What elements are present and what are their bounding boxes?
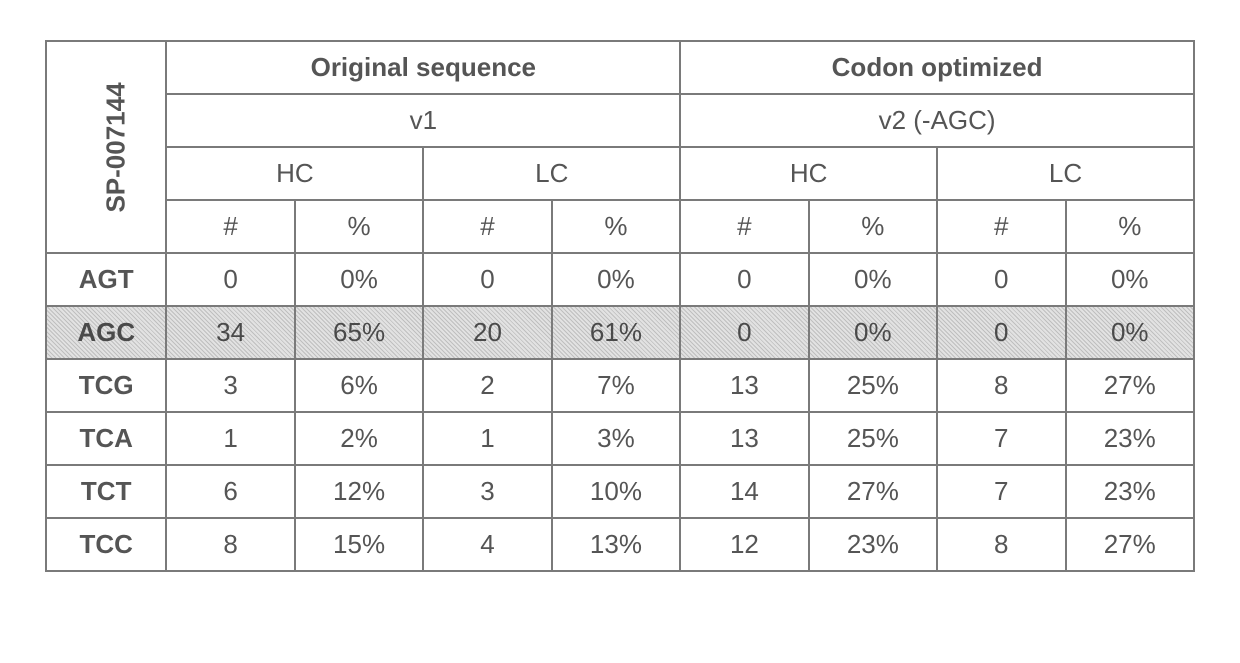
- side-label-cell: SP-007144: [46, 41, 166, 253]
- chain-hc-1: HC: [166, 147, 423, 200]
- cell: 1: [423, 412, 551, 465]
- cell: 0: [937, 306, 1065, 359]
- cell: 6%: [295, 359, 423, 412]
- table-row: TCT612%310%1427%723%: [46, 465, 1194, 518]
- header-row-subcols: # % # % # % # %: [46, 200, 1194, 253]
- cell: 61%: [552, 306, 680, 359]
- header-row-chains: HC LC HC LC: [46, 147, 1194, 200]
- cell: 14: [680, 465, 808, 518]
- subcol: %: [1066, 200, 1195, 253]
- cell: 0: [680, 253, 808, 306]
- cell: 15%: [295, 518, 423, 571]
- codon-table: SP-007144 Original sequence Codon optimi…: [45, 40, 1195, 572]
- cell: 0%: [552, 253, 680, 306]
- cell: 4: [423, 518, 551, 571]
- table-row: TCA12%13%1325%723%: [46, 412, 1194, 465]
- cell: 25%: [809, 359, 937, 412]
- cell: 0%: [1066, 306, 1195, 359]
- cell: 23%: [809, 518, 937, 571]
- subcol: #: [166, 200, 294, 253]
- cell: 10%: [552, 465, 680, 518]
- cell: 8: [166, 518, 294, 571]
- cell: 13: [680, 412, 808, 465]
- cell: 6: [166, 465, 294, 518]
- chain-lc-1: LC: [423, 147, 680, 200]
- chain-lc-2: LC: [937, 147, 1194, 200]
- cell: 27%: [809, 465, 937, 518]
- cell: 0: [166, 253, 294, 306]
- codon-table-container: SP-007144 Original sequence Codon optimi…: [45, 40, 1195, 572]
- table-row: AGC3465%2061%00%00%: [46, 306, 1194, 359]
- cell: 2%: [295, 412, 423, 465]
- cell: 2: [423, 359, 551, 412]
- table-row: TCG36%27%1325%827%: [46, 359, 1194, 412]
- cell: 8: [937, 518, 1065, 571]
- cell: 13: [680, 359, 808, 412]
- cell: 27%: [1066, 359, 1195, 412]
- cell: 0%: [809, 253, 937, 306]
- subcol: #: [423, 200, 551, 253]
- cell: 3: [423, 465, 551, 518]
- cell: 3: [166, 359, 294, 412]
- subcol: %: [295, 200, 423, 253]
- subcol: %: [552, 200, 680, 253]
- cell: 65%: [295, 306, 423, 359]
- codon-label: TCA: [46, 412, 166, 465]
- header-row-versions: v1 v2 (-AGC): [46, 94, 1194, 147]
- cell: 0: [423, 253, 551, 306]
- cell: 25%: [809, 412, 937, 465]
- cell: 12: [680, 518, 808, 571]
- cell: 0: [937, 253, 1065, 306]
- codon-label: AGT: [46, 253, 166, 306]
- cell: 1: [166, 412, 294, 465]
- version-v1: v1: [166, 94, 680, 147]
- codon-label: TCC: [46, 518, 166, 571]
- version-v2: v2 (-AGC): [680, 94, 1194, 147]
- subcol: #: [680, 200, 808, 253]
- subcol: #: [937, 200, 1065, 253]
- cell: 0%: [295, 253, 423, 306]
- cell: 7%: [552, 359, 680, 412]
- group-optimized: Codon optimized: [680, 41, 1194, 94]
- cell: 13%: [552, 518, 680, 571]
- cell: 7: [937, 412, 1065, 465]
- codon-label: AGC: [46, 306, 166, 359]
- cell: 0%: [809, 306, 937, 359]
- cell: 7: [937, 465, 1065, 518]
- group-original: Original sequence: [166, 41, 680, 94]
- cell: 3%: [552, 412, 680, 465]
- cell: 0%: [1066, 253, 1195, 306]
- cell: 20: [423, 306, 551, 359]
- header-row-groups: SP-007144 Original sequence Codon optimi…: [46, 41, 1194, 94]
- cell: 23%: [1066, 465, 1195, 518]
- cell: 27%: [1066, 518, 1195, 571]
- table-row: AGT00%00%00%00%: [46, 253, 1194, 306]
- cell: 34: [166, 306, 294, 359]
- chain-hc-2: HC: [680, 147, 937, 200]
- cell: 12%: [295, 465, 423, 518]
- side-label: SP-007144: [101, 82, 132, 212]
- table-row: TCC815%413%1223%827%: [46, 518, 1194, 571]
- cell: 0: [680, 306, 808, 359]
- subcol: %: [809, 200, 937, 253]
- codon-label: TCG: [46, 359, 166, 412]
- table-body: AGT00%00%00%00%AGC3465%2061%00%00%TCG36%…: [46, 253, 1194, 571]
- cell: 8: [937, 359, 1065, 412]
- codon-label: TCT: [46, 465, 166, 518]
- cell: 23%: [1066, 412, 1195, 465]
